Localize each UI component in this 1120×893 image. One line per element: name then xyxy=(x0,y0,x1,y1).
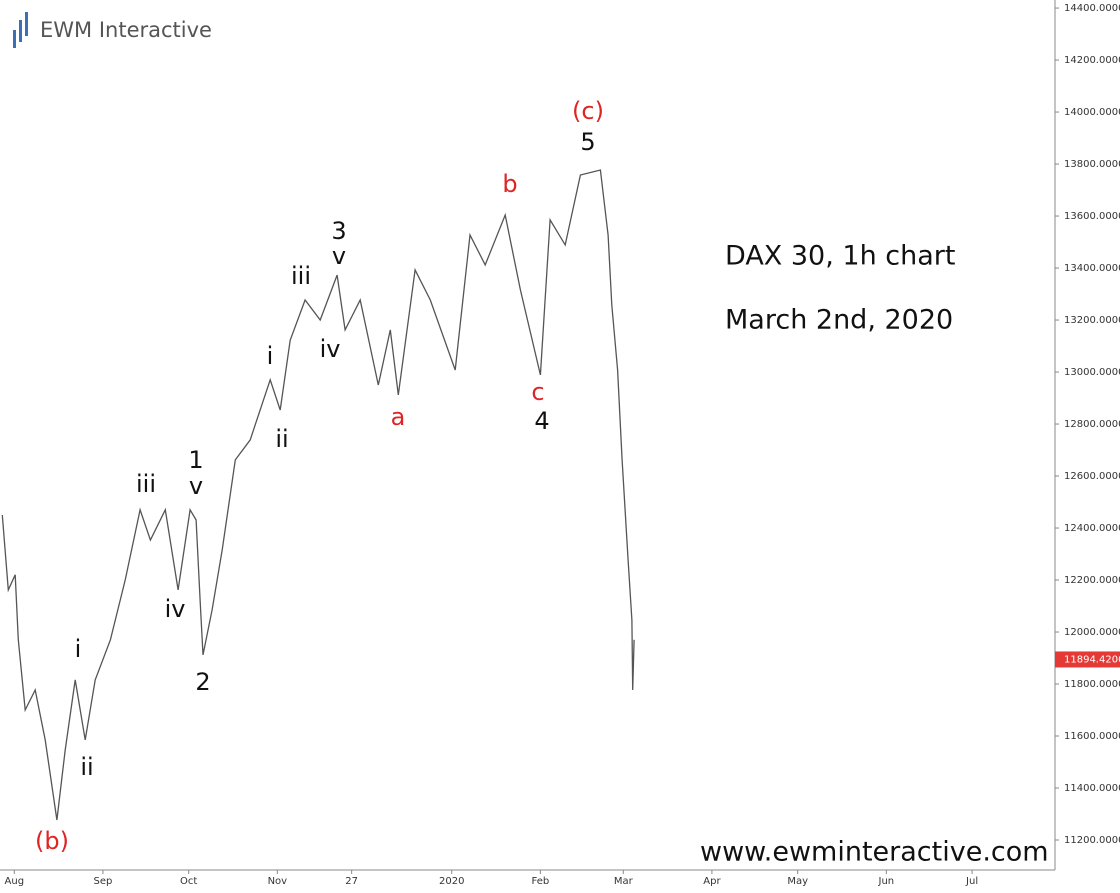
last-price-label: 11894.4200 xyxy=(1064,654,1120,665)
x-tick-label: Aug xyxy=(5,876,25,887)
y-tick-label: 12000.0000 xyxy=(1064,627,1120,638)
last-price-box xyxy=(1055,651,1120,668)
wave-label: c xyxy=(531,378,544,406)
x-tick-label: 27 xyxy=(345,876,358,887)
brand: EWM Interactive xyxy=(40,18,212,42)
y-tick-label: 12200.0000 xyxy=(1064,575,1120,586)
logo-bar xyxy=(19,20,22,42)
y-tick-label: 11400.0000 xyxy=(1064,783,1120,794)
wave-label: 2 xyxy=(195,668,210,696)
logo-bar xyxy=(13,30,16,48)
wave-label: (c) xyxy=(572,97,604,125)
y-tick-label: 13600.0000 xyxy=(1064,211,1120,222)
wave-label: ii xyxy=(80,753,93,781)
x-tick-label: Oct xyxy=(180,876,197,887)
y-tick-label: 11200.0000 xyxy=(1064,835,1120,846)
y-tick-label: 13400.0000 xyxy=(1064,263,1120,274)
wave-label: 1 xyxy=(188,446,203,474)
y-tick-label: 14200.0000 xyxy=(1064,55,1120,66)
y-tick-label: 13800.0000 xyxy=(1064,159,1120,170)
wave-label: 3 xyxy=(331,217,346,245)
x-tick-label: Nov xyxy=(268,876,288,887)
logo: EWM Interactive xyxy=(13,12,212,48)
y-tick-label: 14000.0000 xyxy=(1064,107,1120,118)
wave-label: 5 xyxy=(580,128,595,156)
x-tick-label: Sep xyxy=(93,876,112,887)
y-tick-label: 13200.0000 xyxy=(1064,315,1120,326)
y-tick-label: 13000.0000 xyxy=(1064,367,1120,378)
x-tick-label: Jul xyxy=(965,876,978,887)
y-tick-label: 14400.0000 xyxy=(1064,3,1120,14)
logo-bar xyxy=(25,12,28,36)
wave-label: iii xyxy=(291,262,311,290)
note: DAX 30, 1h chart xyxy=(725,241,955,272)
x-tick-label: Jun xyxy=(878,876,895,887)
y-tick-label: 12600.0000 xyxy=(1064,471,1120,482)
x-tick-label: Feb xyxy=(532,876,550,887)
wave-label: (b) xyxy=(35,827,69,855)
x-tick-label: 2020 xyxy=(439,876,464,887)
price-line xyxy=(1,169,635,821)
wave-label: 4 xyxy=(534,407,549,435)
wave-label: v xyxy=(189,472,203,500)
wave-label: b xyxy=(502,170,517,198)
y-tick-label: 12400.0000 xyxy=(1064,523,1120,534)
note: www.ewminteractive.com xyxy=(700,837,1049,868)
y-tick-label: 11800.0000 xyxy=(1064,679,1120,690)
y-tick-label: 12800.0000 xyxy=(1064,419,1120,430)
note: March 2nd, 2020 xyxy=(725,305,953,336)
wave-label: iv xyxy=(320,335,341,363)
y-tick-label: 11600.0000 xyxy=(1064,731,1120,742)
wave-label: v xyxy=(332,242,346,270)
wave-label: i xyxy=(75,635,82,663)
x-tick-label: May xyxy=(787,876,808,887)
wave-label: ii xyxy=(275,425,288,453)
wave-label: iv xyxy=(165,595,186,623)
wave-label: iii xyxy=(136,470,156,498)
x-tick-label: Apr xyxy=(703,876,721,887)
x-tick-label: Mar xyxy=(614,876,634,887)
wave-label: a xyxy=(391,403,406,431)
wave-label: i xyxy=(267,342,274,370)
